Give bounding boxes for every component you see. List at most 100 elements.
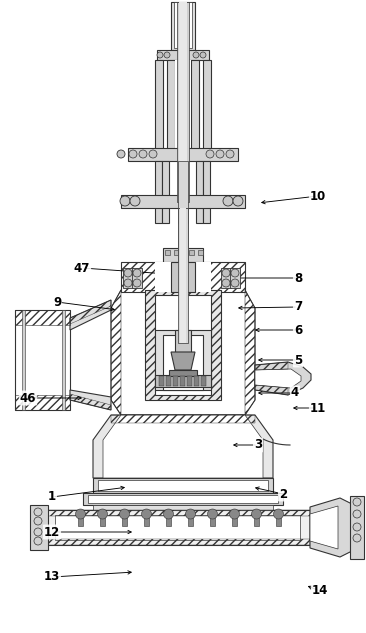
Bar: [93, 478, 273, 493]
Circle shape: [233, 196, 243, 206]
Bar: [175, 60, 191, 150]
Circle shape: [226, 150, 234, 158]
Circle shape: [120, 509, 130, 519]
Circle shape: [208, 509, 217, 519]
Bar: [201, 376, 206, 386]
Bar: [83, 493, 283, 505]
Bar: [122, 514, 127, 526]
Bar: [210, 514, 215, 526]
Bar: [121, 195, 245, 208]
Bar: [180, 376, 185, 386]
Bar: [55, 515, 300, 540]
Text: 46: 46: [20, 391, 36, 404]
Bar: [163, 248, 203, 262]
Bar: [196, 161, 203, 223]
Circle shape: [353, 523, 361, 531]
Bar: [163, 335, 203, 390]
Bar: [145, 290, 221, 400]
Bar: [121, 262, 245, 292]
Circle shape: [133, 279, 141, 287]
Text: 11: 11: [310, 401, 326, 415]
Circle shape: [200, 52, 206, 58]
Bar: [45, 510, 310, 545]
Polygon shape: [70, 390, 111, 410]
Circle shape: [34, 517, 42, 525]
Circle shape: [231, 279, 239, 287]
Polygon shape: [310, 506, 338, 549]
Bar: [173, 376, 178, 386]
Polygon shape: [310, 498, 352, 557]
Polygon shape: [93, 415, 273, 478]
Bar: [175, 330, 191, 352]
Bar: [162, 161, 169, 223]
Bar: [178, 208, 188, 278]
Circle shape: [223, 196, 233, 206]
Text: 5: 5: [294, 353, 302, 367]
Circle shape: [142, 509, 152, 519]
Circle shape: [157, 52, 163, 58]
Text: 47: 47: [74, 261, 90, 275]
Text: 14: 14: [312, 584, 328, 598]
Bar: [174, 2, 192, 48]
Circle shape: [124, 279, 132, 287]
Bar: [177, 2, 189, 202]
Circle shape: [216, 150, 224, 158]
Bar: [169, 370, 197, 376]
Bar: [174, 250, 179, 255]
Bar: [191, 60, 199, 150]
Bar: [165, 250, 170, 255]
Circle shape: [34, 537, 42, 545]
Circle shape: [193, 52, 199, 58]
Bar: [123, 268, 133, 288]
Bar: [350, 496, 364, 559]
Bar: [179, 2, 187, 202]
Circle shape: [353, 534, 361, 542]
Bar: [88, 495, 278, 503]
Text: 2: 2: [279, 487, 287, 501]
Polygon shape: [171, 352, 195, 370]
Bar: [254, 514, 259, 526]
Bar: [155, 375, 211, 387]
Circle shape: [120, 196, 130, 206]
Bar: [159, 376, 164, 386]
Bar: [15, 310, 70, 410]
Bar: [221, 268, 231, 288]
Circle shape: [75, 509, 86, 519]
Bar: [166, 514, 171, 526]
Circle shape: [149, 150, 157, 158]
Bar: [167, 60, 175, 150]
Circle shape: [186, 509, 195, 519]
Bar: [178, 161, 188, 223]
Bar: [98, 480, 268, 491]
Circle shape: [133, 269, 141, 277]
Bar: [171, 262, 195, 292]
Bar: [194, 376, 199, 386]
Bar: [276, 514, 281, 526]
Text: 7: 7: [294, 301, 302, 313]
Text: 10: 10: [310, 189, 326, 203]
Text: 6: 6: [294, 323, 302, 337]
Circle shape: [139, 150, 147, 158]
Text: 8: 8: [294, 272, 302, 284]
Circle shape: [206, 150, 214, 158]
Bar: [232, 514, 237, 526]
Text: 3: 3: [254, 439, 262, 451]
Circle shape: [129, 150, 137, 158]
Circle shape: [231, 269, 239, 277]
Circle shape: [130, 196, 140, 206]
Circle shape: [251, 509, 261, 519]
Circle shape: [164, 52, 170, 58]
Bar: [157, 50, 209, 60]
Bar: [187, 376, 192, 386]
Circle shape: [124, 269, 132, 277]
Circle shape: [222, 279, 230, 287]
Circle shape: [34, 528, 42, 536]
Polygon shape: [255, 369, 301, 388]
Bar: [100, 514, 105, 526]
Circle shape: [353, 510, 361, 518]
Circle shape: [117, 150, 125, 158]
Bar: [178, 208, 188, 343]
Bar: [132, 268, 142, 288]
Text: 9: 9: [53, 296, 61, 308]
Bar: [30, 505, 48, 550]
